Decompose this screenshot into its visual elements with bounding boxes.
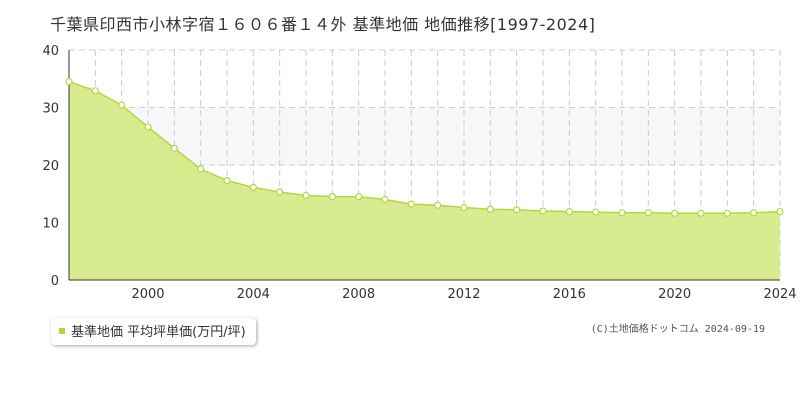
data-point: [197, 165, 205, 173]
x-tick-label: 2016: [553, 287, 586, 302]
copyright-text: (C)土地価格ドットコム 2024-09-19: [590, 324, 765, 335]
data-point: [223, 176, 231, 185]
y-tick-label: 20: [42, 159, 59, 174]
data-points: [65, 78, 784, 217]
x-tick-labels: 2000 2004 2008 2012 2016 2020 2024: [131, 287, 796, 302]
data-point: [65, 78, 73, 86]
axes: [68, 50, 780, 281]
data-point: [144, 123, 152, 131]
data-point: [776, 207, 784, 216]
data-point: [697, 209, 705, 217]
legend-label: 基準地価 平均坪単価(万円/坪): [71, 325, 246, 340]
data-point: [671, 209, 679, 217]
x-tick-label: 2024: [763, 287, 796, 302]
y-tick-label: 0: [51, 274, 59, 289]
background-band: [69, 107, 780, 165]
data-point: [539, 207, 547, 215]
series-line: [68, 80, 781, 215]
x-tick-label: 2020: [658, 287, 691, 302]
data-point: [381, 195, 389, 204]
y-tick-label: 30: [42, 102, 59, 117]
data-point: [170, 144, 178, 152]
x-tick-label: 2008: [342, 287, 375, 302]
data-point: [118, 101, 126, 109]
data-point: [486, 205, 494, 213]
data-point: [249, 183, 257, 192]
x-tick-label: 2012: [447, 287, 480, 302]
data-point: [276, 188, 284, 196]
legend: 基準地価 平均坪単価(万円/坪): [51, 318, 256, 345]
series-area: [68, 80, 781, 280]
y-tick-label: 40: [42, 44, 59, 59]
data-point: [328, 193, 336, 201]
data-point: [592, 208, 600, 216]
data-point: [434, 201, 442, 209]
x-tick-label: 2004: [237, 287, 270, 302]
data-point: [407, 200, 415, 208]
data-point: [355, 193, 363, 201]
y-tick-labels: 0 10 20 30 40: [42, 44, 59, 289]
data-point: [460, 203, 468, 212]
data-point: [91, 87, 99, 95]
data-point: [565, 207, 573, 216]
data-point: [302, 191, 310, 200]
x-tick-label: 2000: [131, 287, 164, 302]
data-point: [513, 206, 521, 214]
legend-swatch: [59, 327, 65, 334]
area-fill: [69, 81, 780, 280]
data-point: [644, 209, 652, 217]
chart-title: 千葉県印西市小林字宿１６０６番１４外 基準地価 地価推移[1997-2024]: [50, 15, 596, 34]
y-tick-label: 10: [42, 217, 59, 232]
plot-background-band: [69, 107, 780, 165]
data-point: [750, 209, 758, 217]
data-point: [618, 209, 626, 217]
data-point: [723, 209, 731, 217]
